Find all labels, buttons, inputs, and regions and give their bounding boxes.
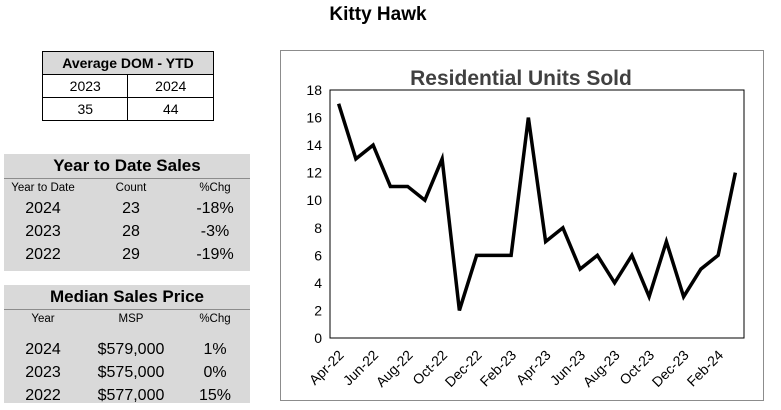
table-row: 2023 $575,000 0% [4, 361, 250, 384]
y-tick-label: 8 [314, 220, 322, 236]
column-header: Year [31, 313, 55, 325]
ytd-sales-panel: Year to Date Sales Year to Date Count %C… [4, 154, 250, 271]
column-header: %Chg [199, 182, 231, 194]
median-sales-price-title: Median Sales Price [4, 285, 250, 310]
pct-change-cell: -3% [200, 223, 230, 240]
page-title: Kitty Hawk [329, 4, 427, 25]
x-tick-label: Aug-22 [373, 347, 416, 390]
x-tick-label: Dec-23 [649, 347, 692, 390]
year-cell: 2022 [25, 246, 61, 263]
pct-change-cell: 15% [198, 387, 232, 404]
x-tick-label: Aug-23 [580, 347, 623, 390]
y-tick-label: 10 [306, 192, 322, 208]
avg-dom-table: Average DOM - YTD 2023 2024 35 44 [41, 51, 214, 121]
column-header: %Chg [199, 313, 231, 325]
table-row: 2022 29 -19% [4, 243, 250, 266]
column-header: Count [115, 182, 147, 194]
table-row: 2022 $577,000 15% [4, 384, 250, 407]
y-tick-label: 12 [306, 165, 322, 181]
count-cell: 28 [122, 223, 140, 240]
table-row: 2024 $579,000 1% [4, 338, 250, 361]
y-tick-label: 4 [314, 275, 322, 291]
chart-title: Residential Units Sold [410, 67, 632, 90]
x-tick-label: Dec-22 [442, 347, 485, 390]
year-cell: 2024 [25, 200, 61, 217]
median-price-header-row: Year MSP %Chg [4, 310, 250, 328]
msp-cell: $579,000 [97, 341, 165, 358]
column-header: MSP [118, 313, 144, 325]
pct-change-cell: -18% [196, 200, 234, 217]
year-cell: 2023 [25, 223, 61, 240]
count-cell: 23 [122, 200, 140, 217]
y-tick-label: 6 [314, 247, 322, 263]
pct-change-cell: 0% [203, 364, 227, 381]
ytd-sales-header-row: Year to Date Count %Chg [4, 179, 250, 197]
year-cell: 2024 [25, 341, 61, 358]
median-sales-price-panel: Median Sales Price Year MSP %Chg 2024 $5… [4, 285, 250, 404]
pct-change-cell: 1% [203, 341, 227, 358]
msp-cell: $575,000 [97, 364, 165, 381]
year-cell: 2023 [25, 364, 61, 381]
series-line [336, 103, 738, 311]
x-tick-label: Apr-22 [306, 347, 347, 388]
x-tick-label: Apr-23 [513, 347, 554, 388]
y-tick-label: 2 [314, 302, 322, 318]
y-tick-label: 0 [314, 330, 322, 346]
y-tick-label: 16 [306, 110, 322, 126]
x-tick-label: Feb-23 [477, 347, 520, 390]
msp-cell: $577,000 [97, 387, 165, 404]
units-sold-chart-frame [280, 50, 764, 401]
avg-dom-value: 35 [41, 97, 129, 121]
avg-dom-title: Average DOM - YTD [42, 51, 214, 75]
pct-change-cell: -19% [196, 246, 234, 263]
table-row: 2024 23 -18% [4, 197, 250, 220]
avg-dom-value: 44 [127, 97, 214, 121]
ytd-sales-title: Year to Date Sales [4, 154, 250, 179]
column-header: Year to Date [11, 182, 75, 194]
year-cell: 2022 [25, 387, 61, 404]
plot-area [329, 89, 745, 339]
count-cell: 29 [122, 246, 140, 263]
y-tick-label: 18 [306, 82, 322, 98]
y-tick-label: 14 [306, 137, 322, 153]
table-row: 2023 28 -3% [4, 220, 250, 243]
x-tick-label: Feb-24 [684, 347, 727, 390]
